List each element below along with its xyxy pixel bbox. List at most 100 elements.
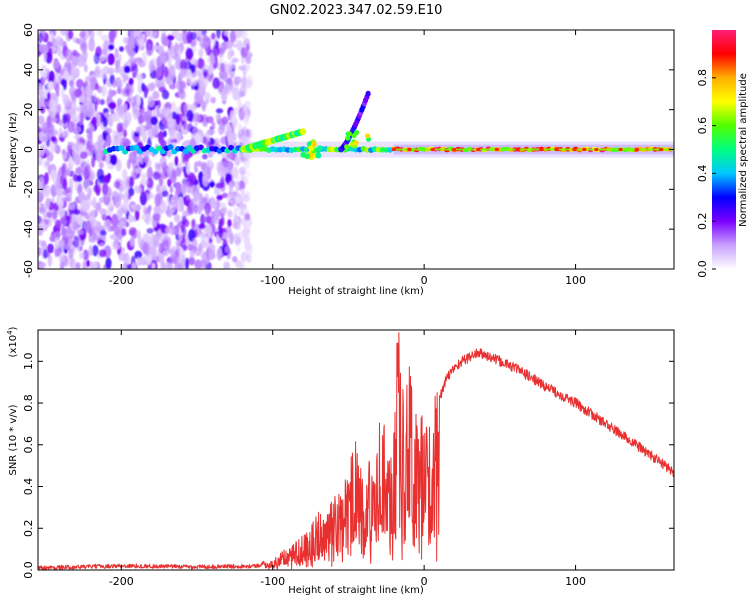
noise-blob <box>204 64 209 71</box>
noise-blob <box>48 47 53 59</box>
noise-blob <box>122 169 128 180</box>
noise-blob <box>207 152 214 158</box>
noise-blob <box>152 212 161 222</box>
carrier-hotspot <box>594 147 599 152</box>
noise-blob <box>73 235 80 248</box>
noise-blob <box>234 30 243 39</box>
noise-blob <box>54 248 62 257</box>
noise-blob <box>60 30 68 36</box>
noise-blob <box>97 30 103 37</box>
noise-blob <box>84 85 92 97</box>
noise-blob <box>205 202 211 216</box>
noise-blob <box>232 221 238 229</box>
y-tick-label: 40 <box>22 63 35 77</box>
noise-blob <box>165 165 173 176</box>
x-tick-label: 100 <box>565 575 586 588</box>
noise-blob <box>194 203 198 214</box>
noise-blob <box>232 255 238 263</box>
noise-blob <box>47 253 53 267</box>
noise-blob <box>242 106 250 113</box>
noise-blob <box>216 248 222 257</box>
y-tick-label: 0.2 <box>22 520 35 538</box>
carrier-segment <box>182 148 189 155</box>
noise-blob <box>210 197 216 209</box>
noise-blob <box>60 78 65 86</box>
noise-blob <box>54 219 62 229</box>
noise-blob <box>43 248 48 259</box>
noise-blob <box>125 263 133 269</box>
noise-blob <box>108 101 117 110</box>
noise-blob <box>169 83 176 90</box>
noise-blob <box>79 252 84 259</box>
noise-blob <box>70 67 76 76</box>
noise-blob <box>240 46 248 59</box>
carrier-hotspot <box>618 147 623 152</box>
noise-blob <box>177 47 183 56</box>
noise-blob <box>94 83 99 91</box>
noise-blob <box>139 191 147 206</box>
chirp-blob <box>304 153 311 160</box>
noise-blob <box>218 124 225 135</box>
noise-blob <box>133 107 139 115</box>
carrier-hotspot <box>476 147 481 152</box>
noise-blob <box>233 235 238 241</box>
colorbar-tick-label: 0.0 <box>696 260 709 278</box>
noise-blob <box>60 87 65 99</box>
noise-blob <box>150 116 158 126</box>
noise-blob <box>127 35 136 49</box>
noise-blob <box>104 175 111 184</box>
noise-blob <box>153 205 161 214</box>
noise-blob <box>205 116 214 124</box>
carrier-hotspot <box>634 147 640 152</box>
noise-blob <box>209 181 215 188</box>
noise-blob <box>207 64 213 76</box>
noise-blob <box>61 225 66 237</box>
noise-blob <box>66 145 73 152</box>
noise-blob <box>142 241 149 255</box>
chirp2-blob <box>346 131 352 137</box>
noise-blob <box>194 93 200 102</box>
noise-blob <box>141 51 148 60</box>
noise-blob <box>138 124 146 137</box>
noise-blob <box>55 187 64 197</box>
noise-blob <box>104 219 112 229</box>
carrier-segment <box>167 144 174 150</box>
noise-blob <box>128 50 135 57</box>
noise-blob <box>53 72 62 86</box>
noise-blob <box>191 219 196 228</box>
noise-blob <box>218 86 223 95</box>
noise-blob <box>192 59 199 65</box>
noise-blob <box>138 115 142 126</box>
noise-blob <box>244 100 251 109</box>
noise-blob <box>204 92 211 100</box>
noise-blob <box>136 94 141 106</box>
carrier-hotspot <box>659 147 664 152</box>
noise-blob <box>129 236 135 247</box>
noise-blob <box>197 57 204 70</box>
snr-frame <box>37 329 675 571</box>
noise-blob <box>218 227 224 239</box>
noise-blob <box>114 66 121 74</box>
noise-blob <box>158 242 165 254</box>
noise-blob <box>137 257 146 266</box>
noise-blob <box>56 35 62 50</box>
noise-blob <box>41 78 45 84</box>
noise-blob <box>128 77 134 86</box>
noise-blob <box>39 44 48 54</box>
noise-blob <box>242 75 247 88</box>
noise-blob <box>108 53 115 65</box>
noise-blob <box>231 57 239 63</box>
noise-blob <box>216 194 223 201</box>
noise-blob <box>156 184 161 193</box>
noise-blob <box>74 209 81 216</box>
noise-blob <box>170 64 176 76</box>
noise-blob <box>203 216 211 223</box>
noise-blob <box>151 262 156 269</box>
noise-blob <box>198 192 203 203</box>
noise-blob <box>86 131 93 141</box>
noise-blob <box>176 131 182 142</box>
noise-blob <box>92 196 97 209</box>
y-tick-label: -40 <box>22 220 35 238</box>
noise-blob <box>198 48 204 58</box>
noise-blob <box>157 233 162 242</box>
